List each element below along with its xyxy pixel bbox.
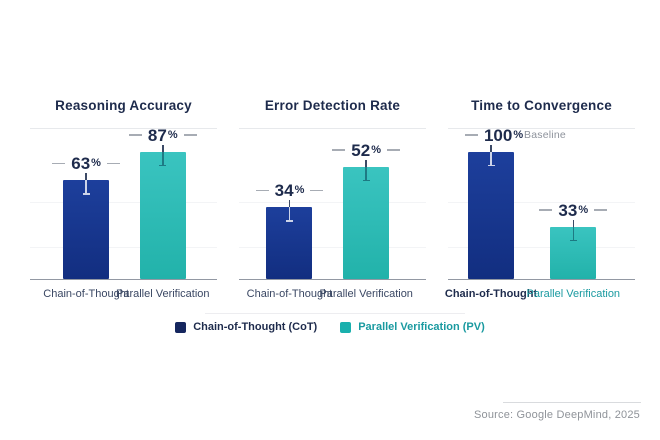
value-label: 63% bbox=[16, 155, 156, 172]
plot-area: 100% Baseline 33% bbox=[448, 127, 635, 280]
legend-label-pv: Parallel Verification (PV) bbox=[358, 321, 485, 333]
percent-sign: % bbox=[294, 184, 305, 196]
gridline bbox=[30, 246, 217, 248]
dash-left-icon bbox=[464, 134, 478, 136]
category-label: Parallel Verification bbox=[319, 288, 413, 300]
error-bar-line bbox=[572, 226, 575, 240]
error-bar-line bbox=[288, 207, 291, 220]
error-bar-tick bbox=[490, 144, 492, 152]
category-labels: Chain-of-Thought Parallel Verification bbox=[445, 280, 635, 306]
bar-parallel-verification bbox=[139, 144, 186, 279]
dash-right-icon bbox=[106, 162, 120, 165]
pv-swatch-icon bbox=[340, 321, 352, 333]
bar-parallel-verification bbox=[343, 159, 390, 279]
error-bar-line bbox=[365, 166, 367, 180]
error-bar-cap bbox=[285, 220, 293, 222]
legend-divider bbox=[205, 313, 465, 314]
value-number: 52 bbox=[351, 140, 371, 160]
error-bar-cap bbox=[569, 239, 577, 241]
panel-title: Time to Convergence bbox=[448, 96, 635, 129]
dash-left-icon bbox=[332, 149, 346, 151]
error-bar-line bbox=[490, 151, 492, 165]
value-label: 33% bbox=[503, 202, 643, 219]
value-number: 87 bbox=[147, 125, 167, 145]
panel-title: Reasoning Accuracy bbox=[30, 96, 217, 129]
dash-right-icon bbox=[594, 209, 608, 211]
gridline bbox=[448, 246, 635, 248]
plot-area: 34% 52% bbox=[239, 129, 426, 280]
error-bar-cap bbox=[159, 164, 167, 166]
legend-item-pv: Parallel Verification (PV) bbox=[340, 321, 485, 333]
dash-left-icon bbox=[539, 209, 553, 211]
percent-sign: % bbox=[91, 157, 101, 169]
dash-right-icon bbox=[183, 134, 197, 136]
chart-panel-1: Reasoning Accuracy 63% 87% Chain-of-Thought… bbox=[30, 96, 217, 306]
cot-swatch-icon bbox=[175, 321, 187, 333]
value-number: 100 bbox=[483, 125, 513, 145]
value-number: 33 bbox=[558, 200, 578, 220]
dash-right-icon bbox=[310, 189, 324, 192]
category-labels: Chain-of-Thought Parallel Verification bbox=[239, 280, 426, 306]
panel-title: Error Detection Rate bbox=[239, 96, 426, 129]
gridline bbox=[239, 246, 426, 248]
error-bar-tick bbox=[365, 159, 367, 167]
error-bar-cap bbox=[82, 193, 90, 195]
bar-chain-of-thought bbox=[63, 173, 110, 279]
legend: Chain-of-Thought (CoT) Parallel Verifica… bbox=[0, 321, 660, 333]
error-bar-cap bbox=[362, 179, 370, 181]
value-number: 34 bbox=[274, 181, 294, 200]
value-number: 63 bbox=[71, 154, 91, 173]
dash-left-icon bbox=[52, 162, 66, 165]
source-note: Source: Google DeepMind, 2025 bbox=[473, 409, 640, 421]
value-label: 87% bbox=[93, 127, 233, 144]
category-label: Chain-of-Thought bbox=[444, 288, 538, 300]
dash-left-icon bbox=[255, 189, 269, 192]
gridline bbox=[30, 201, 217, 203]
source-divider bbox=[503, 402, 641, 403]
gridline bbox=[448, 201, 635, 203]
value-label: 34% bbox=[220, 182, 360, 199]
plot-area: 63% 87% bbox=[30, 127, 217, 280]
chart-panels: Reasoning Accuracy 63% 87% Chain-of-Thought… bbox=[30, 96, 635, 306]
gridline bbox=[239, 201, 426, 203]
legend-item-cot: Chain-of-Thought (CoT) bbox=[175, 321, 317, 333]
category-label: Chain-of-Thought bbox=[246, 288, 333, 300]
category-label: Parallel Verification bbox=[115, 288, 210, 300]
category-labels: Chain-of-Thought Parallel Verification bbox=[30, 280, 217, 306]
error-bar-tick bbox=[288, 200, 291, 207]
baseline-note: Baseline bbox=[524, 128, 566, 141]
error-bar-line bbox=[85, 180, 87, 193]
dash-left-icon bbox=[128, 134, 142, 136]
bar-parallel-verification bbox=[550, 219, 597, 279]
chart-panel-2: Error Detection Rate 34% 52% Chain-of-Thoug… bbox=[239, 96, 426, 306]
error-bar-tick bbox=[572, 219, 575, 227]
category-label: Chain-of-Thought bbox=[43, 288, 129, 300]
percent-sign: % bbox=[167, 128, 178, 141]
error-bar-tick bbox=[162, 144, 164, 152]
percent-sign: % bbox=[578, 203, 589, 216]
dash-right-icon bbox=[387, 149, 400, 151]
value-label: 100% Baseline bbox=[421, 125, 566, 145]
error-bar-cap bbox=[487, 164, 495, 166]
percent-sign: % bbox=[371, 143, 381, 156]
percent-sign: % bbox=[513, 128, 524, 141]
bar-chain-of-thought bbox=[266, 200, 313, 279]
error-bar-tick bbox=[85, 173, 87, 180]
category-label: Parallel Verification bbox=[526, 288, 621, 300]
value-label: 52% bbox=[296, 142, 436, 159]
legend-label-cot: Chain-of-Thought (CoT) bbox=[193, 321, 318, 333]
chart-panel-3: Time to Convergence 100% Baseline 33% Chain-… bbox=[445, 96, 635, 306]
bar-chain-of-thought bbox=[468, 144, 514, 279]
error-bar-line bbox=[162, 151, 164, 165]
